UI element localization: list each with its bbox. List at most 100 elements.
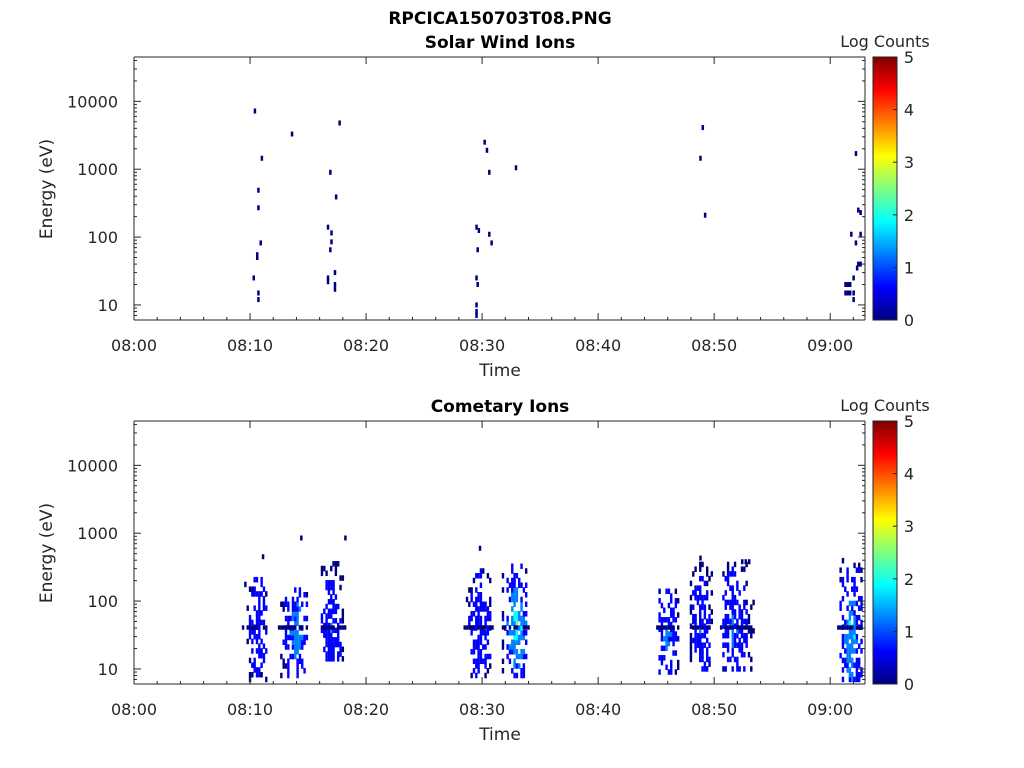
data-cell bbox=[301, 658, 304, 665]
data-cell bbox=[518, 611, 521, 617]
data-cell bbox=[287, 644, 290, 650]
data-cell bbox=[853, 676, 856, 683]
data-cell bbox=[479, 653, 483, 660]
data-cell bbox=[303, 668, 306, 674]
data-point bbox=[744, 559, 747, 565]
data-cell bbox=[839, 567, 842, 573]
data-cell bbox=[291, 625, 295, 630]
colorbar-label-bottom: Log Counts bbox=[840, 396, 930, 415]
data-cell bbox=[722, 571, 725, 577]
data-cell bbox=[332, 561, 335, 567]
data-cell bbox=[694, 566, 697, 572]
data-cell bbox=[327, 608, 331, 615]
data-cell bbox=[740, 632, 744, 639]
data-cell bbox=[479, 658, 483, 665]
data-cell bbox=[320, 570, 324, 577]
data-cell bbox=[705, 590, 709, 596]
data-cell bbox=[736, 666, 739, 672]
data-cell bbox=[743, 566, 746, 572]
data-cell bbox=[667, 617, 671, 623]
data-cell bbox=[301, 625, 304, 630]
data-cell bbox=[291, 644, 295, 650]
data-cell bbox=[692, 618, 695, 625]
colorbar-tick-label: 1 bbox=[904, 258, 914, 277]
data-cell bbox=[501, 644, 505, 650]
data-cell bbox=[515, 592, 519, 598]
data-cell bbox=[846, 591, 849, 597]
data-cell bbox=[323, 565, 326, 572]
data-cell bbox=[305, 634, 309, 641]
data-cell bbox=[701, 656, 704, 663]
data-cell bbox=[846, 567, 849, 573]
data-cell bbox=[515, 649, 519, 655]
data-cell bbox=[672, 625, 675, 630]
data-cell bbox=[501, 658, 505, 665]
data-cell bbox=[289, 625, 292, 630]
data-cell bbox=[670, 621, 673, 628]
data-cell bbox=[251, 625, 254, 630]
data-cell bbox=[844, 648, 847, 654]
data-cell bbox=[848, 625, 852, 630]
data-cell bbox=[701, 604, 704, 610]
data-cell bbox=[703, 609, 707, 615]
data-cell bbox=[482, 658, 485, 665]
data-cell bbox=[323, 627, 326, 634]
data-cell bbox=[298, 639, 302, 646]
data-cell bbox=[255, 633, 259, 640]
data-cell bbox=[508, 625, 512, 630]
data-cell bbox=[255, 614, 259, 621]
data-cell bbox=[663, 655, 666, 661]
data-point bbox=[334, 194, 338, 200]
data-point bbox=[475, 312, 478, 318]
data-point bbox=[483, 139, 486, 145]
data-cell bbox=[489, 611, 492, 617]
data-cell bbox=[255, 576, 259, 583]
data-cell bbox=[663, 645, 666, 652]
data-cell bbox=[298, 625, 302, 630]
data-cell bbox=[660, 645, 664, 652]
data-cell bbox=[265, 591, 268, 597]
data-cell bbox=[736, 618, 739, 625]
data-cell bbox=[699, 590, 702, 596]
data-cell bbox=[667, 636, 671, 642]
data-cell bbox=[479, 634, 483, 641]
y-axis-label-bottom: Energy (eV) bbox=[37, 503, 57, 603]
data-cell bbox=[726, 580, 730, 587]
data-cell bbox=[475, 620, 478, 627]
data-cell bbox=[699, 594, 702, 601]
data-cell bbox=[258, 643, 261, 649]
data-cell bbox=[740, 618, 744, 625]
data-cell bbox=[846, 667, 849, 673]
data-cell bbox=[489, 653, 492, 660]
data-cell bbox=[513, 644, 516, 650]
data-cell bbox=[255, 610, 259, 616]
data-cell bbox=[670, 598, 673, 604]
data-cell bbox=[475, 663, 478, 669]
data-cell bbox=[848, 600, 852, 607]
data-cell bbox=[515, 573, 519, 579]
colorbar-tick-label: 3 bbox=[904, 517, 914, 536]
data-cell bbox=[726, 613, 730, 620]
data-cell bbox=[740, 566, 744, 572]
data-cell bbox=[844, 638, 847, 645]
x-tick-label: 09:00 bbox=[807, 336, 853, 355]
data-cell bbox=[743, 637, 746, 644]
data-cell bbox=[284, 644, 288, 650]
data-cell bbox=[522, 587, 526, 593]
data-point bbox=[514, 165, 518, 171]
data-cell bbox=[511, 639, 514, 646]
data-cell bbox=[327, 651, 331, 657]
data-cell bbox=[705, 625, 709, 630]
data-cell bbox=[851, 657, 854, 664]
data-cell bbox=[287, 625, 290, 630]
data-point bbox=[488, 169, 491, 175]
data-cell bbox=[513, 587, 516, 593]
data-cell bbox=[839, 625, 842, 630]
data-cell bbox=[670, 636, 673, 642]
data-cell bbox=[670, 631, 673, 637]
data-cell bbox=[258, 648, 261, 654]
data-cell bbox=[750, 625, 753, 630]
y-tick-label: 10000 bbox=[67, 456, 118, 475]
data-cell bbox=[747, 618, 751, 625]
data-cell bbox=[745, 580, 748, 587]
